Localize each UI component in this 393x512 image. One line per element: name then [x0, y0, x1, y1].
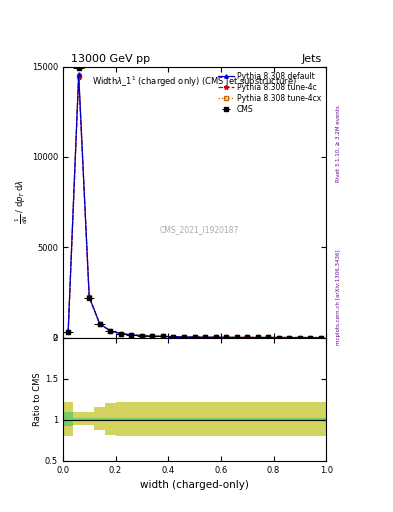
Pythia 8.308 tune-4cx [276, 334, 281, 340]
Text: Jets: Jets [302, 54, 322, 64]
Text: CMS_2021_I1920187: CMS_2021_I1920187 [160, 225, 239, 233]
Pythia 8.308 tune-4cx [287, 334, 292, 340]
Pythia 8.308 default [287, 334, 292, 340]
Pythia 8.308 tune-4c [234, 334, 239, 340]
Pythia 8.308 default [276, 334, 281, 340]
Pythia 8.308 default [87, 294, 92, 300]
Line: Pythia 8.308 default: Pythia 8.308 default [66, 72, 323, 339]
Pythia 8.308 tune-4cx [245, 334, 250, 340]
Pythia 8.308 tune-4c [76, 74, 81, 80]
Pythia 8.308 default [97, 321, 102, 327]
Pythia 8.308 default [76, 71, 81, 77]
Pythia 8.308 tune-4c [192, 334, 197, 340]
Pythia 8.308 tune-4cx [118, 331, 123, 337]
Pythia 8.308 tune-4cx [171, 334, 176, 340]
Pythia 8.308 default [140, 332, 144, 338]
Pythia 8.308 tune-4cx [150, 333, 155, 339]
Pythia 8.308 tune-4cx [182, 334, 186, 340]
Pythia 8.308 tune-4c [129, 332, 134, 338]
Pythia 8.308 tune-4cx [97, 321, 102, 327]
Pythia 8.308 tune-4c [213, 334, 218, 340]
Pythia 8.308 tune-4cx [87, 294, 92, 300]
Pythia 8.308 tune-4c [161, 333, 165, 339]
Pythia 8.308 tune-4cx [66, 329, 70, 335]
Pythia 8.308 tune-4c [203, 334, 208, 340]
Pythia 8.308 tune-4cx [76, 73, 81, 79]
Pythia 8.308 tune-4cx [255, 334, 260, 340]
Text: mcplots.cern.ch [arXiv:1306.3436]: mcplots.cern.ch [arXiv:1306.3436] [336, 249, 341, 345]
Line: Pythia 8.308 tune-4c: Pythia 8.308 tune-4c [66, 75, 323, 340]
Pythia 8.308 default [129, 332, 134, 338]
Pythia 8.308 tune-4cx [140, 332, 144, 338]
Pythia 8.308 default [319, 334, 323, 340]
Pythia 8.308 tune-4cx [192, 334, 197, 340]
Pythia 8.308 default [118, 331, 123, 337]
Pythia 8.308 tune-4cx [224, 334, 228, 340]
Pythia 8.308 tune-4c [266, 334, 271, 340]
Pythia 8.308 tune-4cx [266, 334, 271, 340]
Pythia 8.308 tune-4c [150, 333, 155, 339]
Pythia 8.308 tune-4c [298, 334, 302, 340]
Pythia 8.308 tune-4c [255, 334, 260, 340]
Pythia 8.308 default [108, 328, 113, 334]
Pythia 8.308 tune-4c [108, 328, 113, 334]
Pythia 8.308 tune-4c [66, 329, 70, 335]
Pythia 8.308 default [245, 334, 250, 340]
Pythia 8.308 default [192, 334, 197, 340]
Pythia 8.308 tune-4c [287, 334, 292, 340]
Pythia 8.308 tune-4c [182, 334, 186, 340]
Pythia 8.308 tune-4cx [203, 334, 208, 340]
Pythia 8.308 tune-4c [245, 334, 250, 340]
Pythia 8.308 default [308, 334, 313, 340]
Pythia 8.308 tune-4cx [319, 334, 323, 340]
Text: Rivet 3.1.10, ≥ 3.2M events: Rivet 3.1.10, ≥ 3.2M events [336, 105, 341, 182]
Y-axis label: $\frac{1}{\mathrm{d}N}$ / $\mathrm{d}p_T\,\mathrm{d}\lambda$: $\frac{1}{\mathrm{d}N}$ / $\mathrm{d}p_T… [14, 180, 30, 224]
Text: Width$\lambda\_1^1$ (charged only) (CMS jet substructure): Width$\lambda\_1^1$ (charged only) (CMS … [92, 75, 297, 89]
Y-axis label: Ratio to CMS: Ratio to CMS [33, 372, 42, 426]
Pythia 8.308 tune-4cx [129, 332, 134, 338]
Pythia 8.308 tune-4cx [308, 334, 313, 340]
Pythia 8.308 default [213, 334, 218, 340]
Pythia 8.308 tune-4c [118, 331, 123, 337]
Pythia 8.308 default [255, 334, 260, 340]
Pythia 8.308 tune-4c [87, 294, 92, 301]
Pythia 8.308 tune-4c [319, 334, 323, 340]
Pythia 8.308 tune-4cx [234, 334, 239, 340]
Pythia 8.308 tune-4cx [108, 328, 113, 334]
Pythia 8.308 default [234, 334, 239, 340]
Line: Pythia 8.308 tune-4cx: Pythia 8.308 tune-4cx [66, 74, 323, 339]
Pythia 8.308 default [66, 329, 70, 335]
Pythia 8.308 tune-4cx [298, 334, 302, 340]
Pythia 8.308 tune-4cx [161, 333, 165, 339]
Text: 13000 GeV pp: 13000 GeV pp [71, 54, 150, 64]
Pythia 8.308 default [182, 334, 186, 340]
Pythia 8.308 tune-4c [308, 334, 313, 340]
X-axis label: width (charged-only): width (charged-only) [140, 480, 249, 490]
Pythia 8.308 default [298, 334, 302, 340]
Pythia 8.308 default [203, 334, 208, 340]
Pythia 8.308 tune-4cx [213, 334, 218, 340]
Pythia 8.308 default [161, 333, 165, 339]
Pythia 8.308 tune-4c [140, 332, 144, 338]
Pythia 8.308 default [224, 334, 228, 340]
Pythia 8.308 default [150, 333, 155, 339]
Pythia 8.308 default [266, 334, 271, 340]
Pythia 8.308 tune-4c [171, 334, 176, 340]
Pythia 8.308 tune-4c [276, 334, 281, 340]
Pythia 8.308 tune-4c [97, 321, 102, 327]
Pythia 8.308 tune-4c [224, 334, 228, 340]
Legend: Pythia 8.308 default, Pythia 8.308 tune-4c, Pythia 8.308 tune-4cx, CMS: Pythia 8.308 default, Pythia 8.308 tune-… [217, 70, 322, 115]
Pythia 8.308 default [171, 334, 176, 340]
